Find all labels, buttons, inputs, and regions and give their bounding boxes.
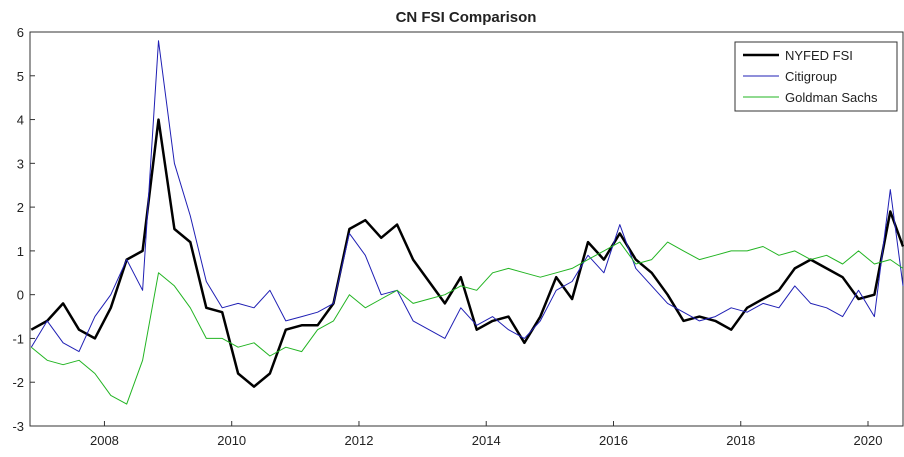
plot-frame bbox=[29, 31, 904, 427]
x-tick-label: 2008 bbox=[90, 433, 119, 448]
y-tick-label: 3 bbox=[17, 156, 24, 171]
x-tick-label: 2014 bbox=[472, 433, 501, 448]
legend-label: Citigroup bbox=[785, 69, 837, 84]
y-tick-label: -1 bbox=[12, 331, 24, 346]
x-tick-label: 2020 bbox=[854, 433, 883, 448]
y-tick-label: 0 bbox=[17, 288, 24, 303]
y-tick-label: 5 bbox=[17, 69, 24, 84]
x-tick-label: 2010 bbox=[217, 433, 246, 448]
series-line bbox=[30, 241, 904, 405]
y-tick-label: 1 bbox=[17, 244, 24, 259]
y-tick-label: 4 bbox=[17, 113, 24, 128]
legend-label: NYFED FSI bbox=[785, 48, 853, 63]
y-tick-label: -2 bbox=[12, 375, 24, 390]
legend-label: Goldman Sachs bbox=[785, 90, 878, 105]
y-tick-label: 6 bbox=[17, 25, 24, 40]
y-tick-label: 2 bbox=[17, 200, 24, 215]
series-line bbox=[30, 40, 904, 353]
x-tick-label: 2016 bbox=[599, 433, 628, 448]
chart-title: CN FSI Comparison bbox=[396, 9, 537, 26]
series-line bbox=[30, 118, 904, 388]
x-tick-label: 2018 bbox=[726, 433, 755, 448]
y-tick-label: -3 bbox=[12, 419, 24, 434]
x-tick-label: 2012 bbox=[345, 433, 374, 448]
